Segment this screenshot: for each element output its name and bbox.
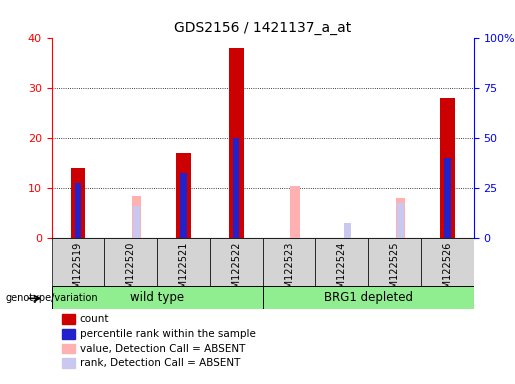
Bar bbox=[315, 238, 368, 286]
Bar bbox=[180, 173, 186, 238]
Text: percentile rank within the sample: percentile rank within the sample bbox=[80, 329, 256, 339]
Bar bbox=[421, 238, 474, 286]
Bar bbox=[444, 158, 451, 238]
Bar bbox=[71, 168, 85, 238]
Text: GSM122522: GSM122522 bbox=[231, 242, 241, 301]
Text: GSM122523: GSM122523 bbox=[284, 242, 294, 301]
Bar bbox=[176, 153, 191, 238]
Text: genotype/variation: genotype/variation bbox=[5, 293, 98, 303]
Bar bbox=[345, 223, 351, 238]
Bar bbox=[75, 183, 81, 238]
Bar bbox=[133, 206, 140, 238]
Bar bbox=[368, 238, 421, 286]
Text: wild type: wild type bbox=[130, 291, 184, 304]
Bar bbox=[233, 138, 239, 238]
Text: GSM122524: GSM122524 bbox=[337, 242, 347, 301]
Bar bbox=[210, 238, 263, 286]
Text: count: count bbox=[80, 314, 109, 324]
Bar bbox=[104, 238, 157, 286]
Title: GDS2156 / 1421137_a_at: GDS2156 / 1421137_a_at bbox=[174, 21, 351, 35]
Text: value, Detection Call = ABSENT: value, Detection Call = ABSENT bbox=[80, 344, 245, 354]
Text: GSM122525: GSM122525 bbox=[390, 242, 400, 301]
Text: GSM122519: GSM122519 bbox=[73, 242, 83, 301]
Bar bbox=[132, 195, 141, 238]
Bar bbox=[52, 238, 104, 286]
Bar bbox=[397, 203, 404, 238]
Text: GSM122526: GSM122526 bbox=[442, 242, 452, 301]
Text: GSM122521: GSM122521 bbox=[179, 242, 188, 301]
Bar bbox=[396, 198, 405, 238]
Bar bbox=[440, 98, 455, 238]
Bar bbox=[263, 286, 474, 309]
Bar bbox=[52, 286, 263, 309]
Text: GSM122520: GSM122520 bbox=[126, 242, 135, 301]
Bar bbox=[157, 238, 210, 286]
Bar bbox=[290, 186, 300, 238]
Text: BRG1 depleted: BRG1 depleted bbox=[324, 291, 413, 304]
Text: rank, Detection Call = ABSENT: rank, Detection Call = ABSENT bbox=[80, 358, 240, 368]
Bar bbox=[229, 48, 244, 238]
Bar bbox=[263, 238, 315, 286]
